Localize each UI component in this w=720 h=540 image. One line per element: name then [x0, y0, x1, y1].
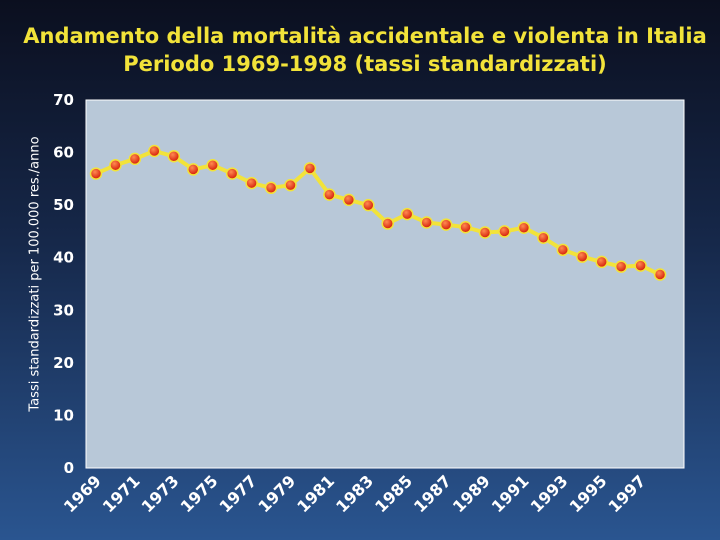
y-tick-label: 50 [53, 196, 74, 214]
y-tick-label: 70 [53, 91, 74, 109]
data-point [225, 167, 239, 180]
y-tick-label: 60 [53, 144, 74, 162]
x-tick-label: 1981 [293, 471, 338, 516]
data-point [89, 167, 103, 180]
data-point [323, 188, 336, 201]
y-tick-label: 10 [53, 406, 74, 424]
data-point [634, 259, 647, 272]
data-point [556, 243, 570, 257]
data-point [303, 162, 317, 175]
data-point [284, 178, 297, 192]
y-axis-ticks: 0 10 20 30 40 50 60 70 [53, 91, 74, 477]
data-point [478, 226, 492, 239]
x-tick-label: 1975 [177, 471, 222, 516]
data-point [167, 150, 181, 163]
data-point [459, 220, 472, 234]
x-tick-label: 1971 [99, 471, 144, 516]
x-tick-label: 1991 [488, 471, 533, 516]
chart-title-line1: Andamento della mortalità accidentale e … [23, 24, 707, 48]
data-point [576, 250, 589, 263]
data-point [128, 152, 142, 166]
y-tick-label: 0 [64, 459, 74, 477]
data-point [381, 217, 394, 230]
data-point [537, 231, 550, 244]
data-point [595, 255, 608, 269]
x-tick-label: 1995 [566, 471, 611, 516]
chart-title: Andamento della mortalità accidentale e … [0, 22, 720, 78]
x-tick-label: 1989 [449, 471, 494, 516]
data-point [614, 260, 628, 273]
plot-area [85, 99, 685, 469]
x-axis-ticks: 1969197119731975197719791981198319851987… [60, 471, 650, 516]
x-tick-label: 1993 [527, 471, 572, 516]
x-tick-label: 1973 [138, 471, 183, 516]
data-points [89, 144, 667, 281]
data-point [653, 268, 667, 281]
data-point [362, 198, 375, 212]
y-tick-label: 20 [53, 354, 74, 372]
data-point [420, 216, 433, 229]
data-point [342, 193, 356, 207]
chart-subtitle: Periodo 1969-1998 (tassi standardizzati) [123, 52, 607, 76]
x-tick-label: 1979 [254, 471, 299, 516]
data-point [187, 163, 200, 176]
y-tick-label: 30 [53, 301, 74, 319]
data-point [517, 221, 531, 234]
x-tick-label: 1985 [371, 471, 416, 516]
y-tick-label: 40 [53, 249, 74, 267]
data-point [245, 176, 258, 190]
x-tick-label: 1997 [605, 471, 650, 516]
data-point [439, 218, 453, 231]
data-point [206, 158, 219, 172]
x-tick-label: 1987 [410, 471, 455, 516]
x-tick-label: 1983 [332, 471, 377, 516]
data-point [400, 207, 414, 221]
data-point [109, 158, 122, 172]
x-tick-label: 1977 [216, 471, 261, 516]
data-point [148, 144, 161, 158]
x-tick-label: 1969 [60, 471, 105, 516]
data-point [264, 181, 278, 195]
data-point [498, 225, 511, 238]
